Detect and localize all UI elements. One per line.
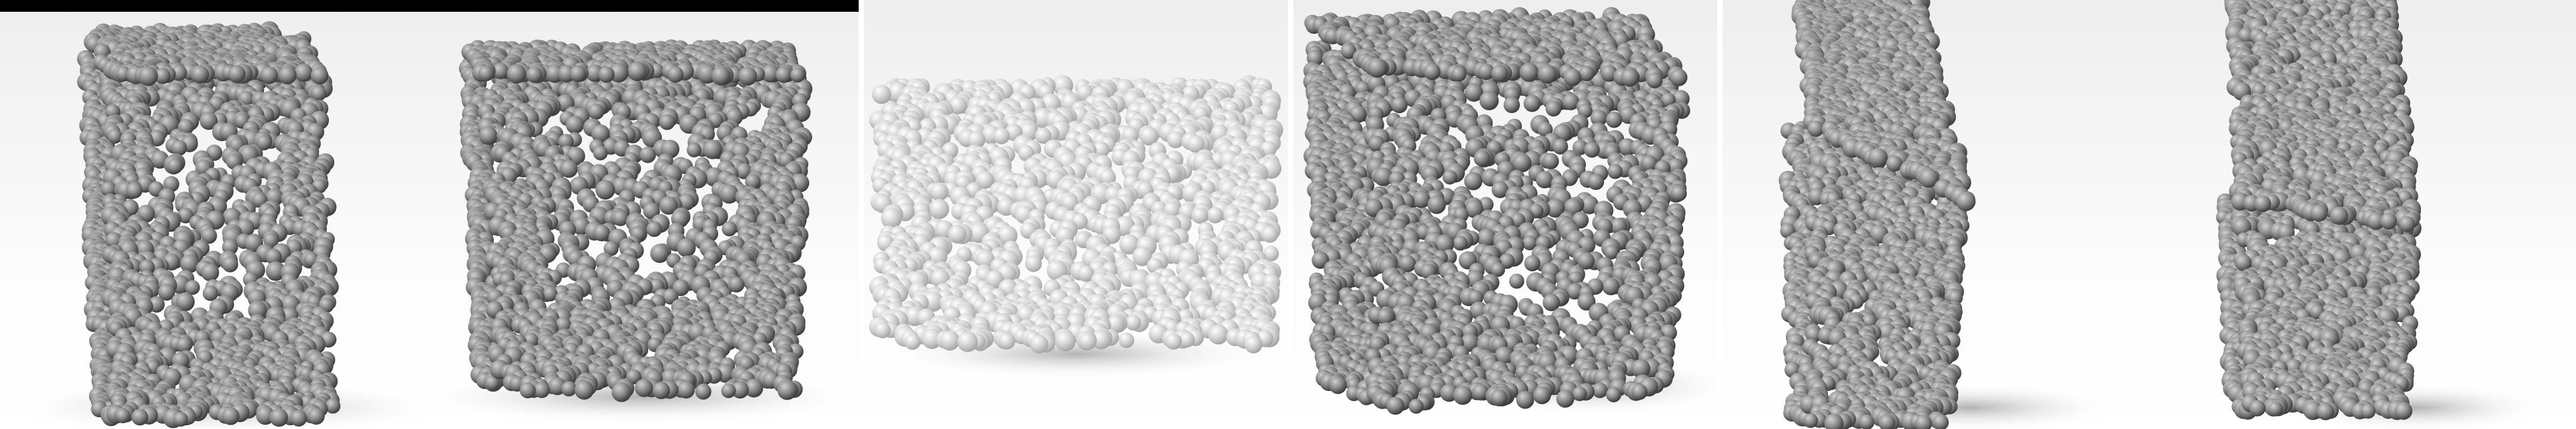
panel-twin-blocks-tilted xyxy=(1723,0,2576,429)
panel-block-perspective xyxy=(1293,0,1717,429)
panel-block-top-view xyxy=(864,0,1288,429)
panel-twin-blocks-front xyxy=(0,0,859,429)
panel-divider xyxy=(1717,0,1723,429)
panel-divider xyxy=(1288,0,1293,429)
panel-divider xyxy=(859,0,864,429)
